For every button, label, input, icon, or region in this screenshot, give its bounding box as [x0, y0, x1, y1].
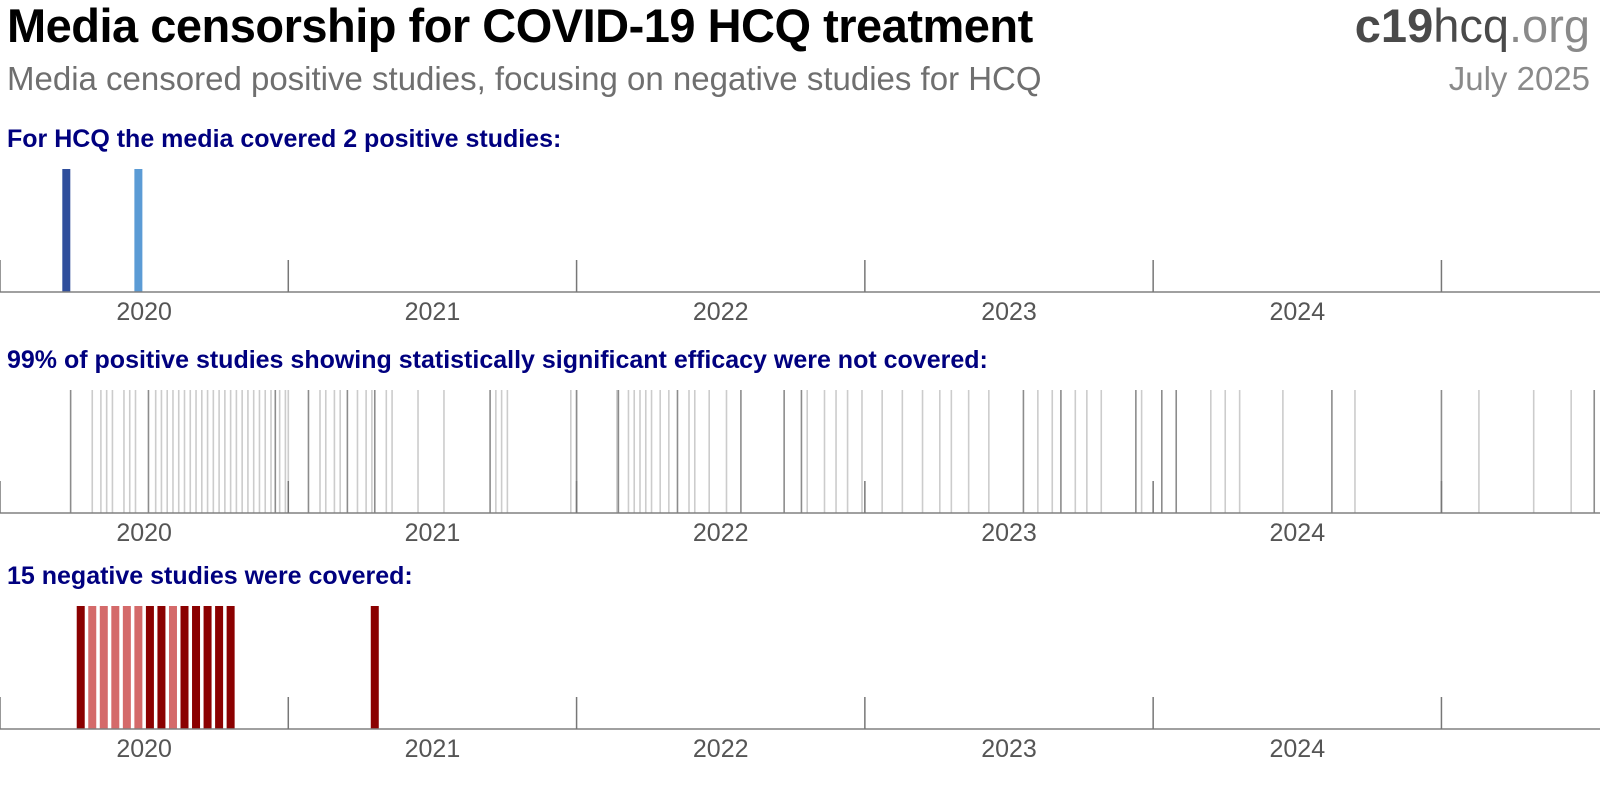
x-tick-label: 2020	[116, 519, 172, 547]
x-tick-label: 2021	[405, 735, 461, 763]
covered-negative-study-bar	[203, 606, 212, 729]
x-tick-label: 2021	[405, 298, 461, 326]
chart-subtitle: Media censored positive studies, focusin…	[7, 60, 1042, 97]
x-tick-label: 2022	[693, 298, 749, 326]
covered-negative-study-bar	[215, 606, 224, 729]
chart-title: Media censorship for COVID-19 HCQ treatm…	[7, 0, 1033, 52]
panel-1-chart: 2020 2021 2022 2023 2024	[0, 169, 1600, 326]
covered-negative-study-bar	[370, 606, 379, 729]
x-tick-label: 2023	[981, 735, 1037, 763]
x-tick-label: 2022	[693, 519, 749, 547]
covered-negative-study-bar	[76, 606, 85, 729]
covered-positive-study-bar	[62, 169, 71, 292]
covered-negative-study-bar	[111, 606, 120, 729]
x-tick-label: 2024	[1269, 519, 1325, 547]
logo-part-org: .org	[1509, 0, 1590, 52]
covered-negative-study-bar	[99, 606, 108, 729]
covered-negative-study-bar	[134, 606, 143, 729]
x-tick-label: 2023	[981, 298, 1037, 326]
x-tick-label: 2023	[981, 519, 1037, 547]
covered-negative-study-bar	[122, 606, 131, 729]
x-tick-label: 2024	[1269, 735, 1325, 763]
panel-3-label: 15 negative studies were covered:	[7, 562, 413, 590]
x-tick-label: 2024	[1269, 298, 1325, 326]
covered-negative-study-bar	[180, 606, 189, 729]
covered-positive-study-bar	[134, 169, 143, 292]
x-tick-label: 2020	[116, 735, 172, 763]
covered-negative-study-bar	[226, 606, 235, 729]
covered-negative-study-bar	[145, 606, 154, 729]
panel-3-chart: 2020 2021 2022 2023 2024	[0, 606, 1600, 763]
panel-2-label: 99% of positive studies showing statisti…	[7, 346, 988, 374]
site-logo[interactable]: c19hcq.org	[1355, 0, 1590, 53]
covered-negative-study-bar	[168, 606, 177, 729]
logo-part-c19: c19	[1354, 0, 1434, 52]
x-tick-label: 2020	[116, 298, 172, 326]
covered-negative-study-bar	[88, 606, 97, 729]
x-tick-label: 2021	[405, 519, 461, 547]
panel-2-chart: 2020 2021 2022 2023 2024	[0, 390, 1600, 547]
report-date: July 2025	[1448, 60, 1590, 97]
x-tick-label: 2022	[693, 735, 749, 763]
logo-part-hcq: hcq	[1433, 0, 1509, 52]
panel-1-label: For HCQ the media covered 2 positive stu…	[7, 125, 562, 153]
covered-negative-study-bar	[157, 606, 166, 729]
covered-negative-study-bar	[192, 606, 201, 729]
